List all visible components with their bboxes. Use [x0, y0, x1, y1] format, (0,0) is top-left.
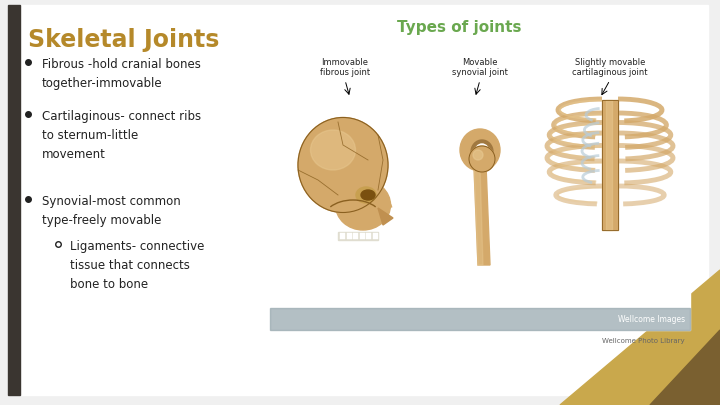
Ellipse shape	[475, 144, 489, 160]
Bar	[8, 5, 20, 395]
Text: Synovial-most common
type-freely movable: Synovial-most common type-freely movable	[42, 195, 181, 227]
Ellipse shape	[471, 140, 493, 164]
Ellipse shape	[310, 130, 356, 170]
Text: Slightly movable
cartilaginous joint: Slightly movable cartilaginous joint	[572, 58, 648, 77]
Bar	[353, 233, 358, 239]
Ellipse shape	[356, 187, 376, 203]
Ellipse shape	[473, 150, 483, 160]
Ellipse shape	[336, 180, 390, 230]
Bar	[338, 232, 378, 240]
Bar	[346, 233, 351, 239]
Ellipse shape	[298, 117, 388, 213]
Polygon shape	[650, 330, 720, 405]
Bar	[340, 233, 345, 239]
Bar	[606, 100, 612, 230]
Text: Ligaments- connective
tissue that connects
bone to bone: Ligaments- connective tissue that connec…	[70, 240, 204, 291]
Text: Wellcome Images: Wellcome Images	[618, 315, 685, 324]
Polygon shape	[474, 166, 483, 265]
Polygon shape	[378, 208, 393, 225]
Bar	[270, 308, 690, 330]
Polygon shape	[560, 270, 720, 405]
Bar	[366, 233, 371, 239]
Text: Movable
synovial joint: Movable synovial joint	[452, 58, 508, 77]
Ellipse shape	[460, 129, 500, 171]
Bar	[372, 233, 377, 239]
Ellipse shape	[361, 190, 375, 200]
Text: Types of joints: Types of joints	[397, 20, 521, 35]
Bar	[359, 233, 364, 239]
Bar	[602, 100, 618, 230]
Polygon shape	[474, 165, 490, 265]
Ellipse shape	[469, 146, 495, 172]
Text: Wellcome Photo Library: Wellcome Photo Library	[603, 338, 685, 344]
Text: Skeletal Joints: Skeletal Joints	[28, 28, 220, 52]
Text: Immovable
fibrous joint: Immovable fibrous joint	[320, 58, 370, 77]
Text: Cartilaginous- connect ribs
to sternum-little
movement: Cartilaginous- connect ribs to sternum-l…	[42, 110, 201, 161]
Text: Fibrous -hold cranial bones
together-immovable: Fibrous -hold cranial bones together-imm…	[42, 58, 201, 90]
Bar	[270, 10, 690, 330]
Bar	[602, 100, 618, 230]
